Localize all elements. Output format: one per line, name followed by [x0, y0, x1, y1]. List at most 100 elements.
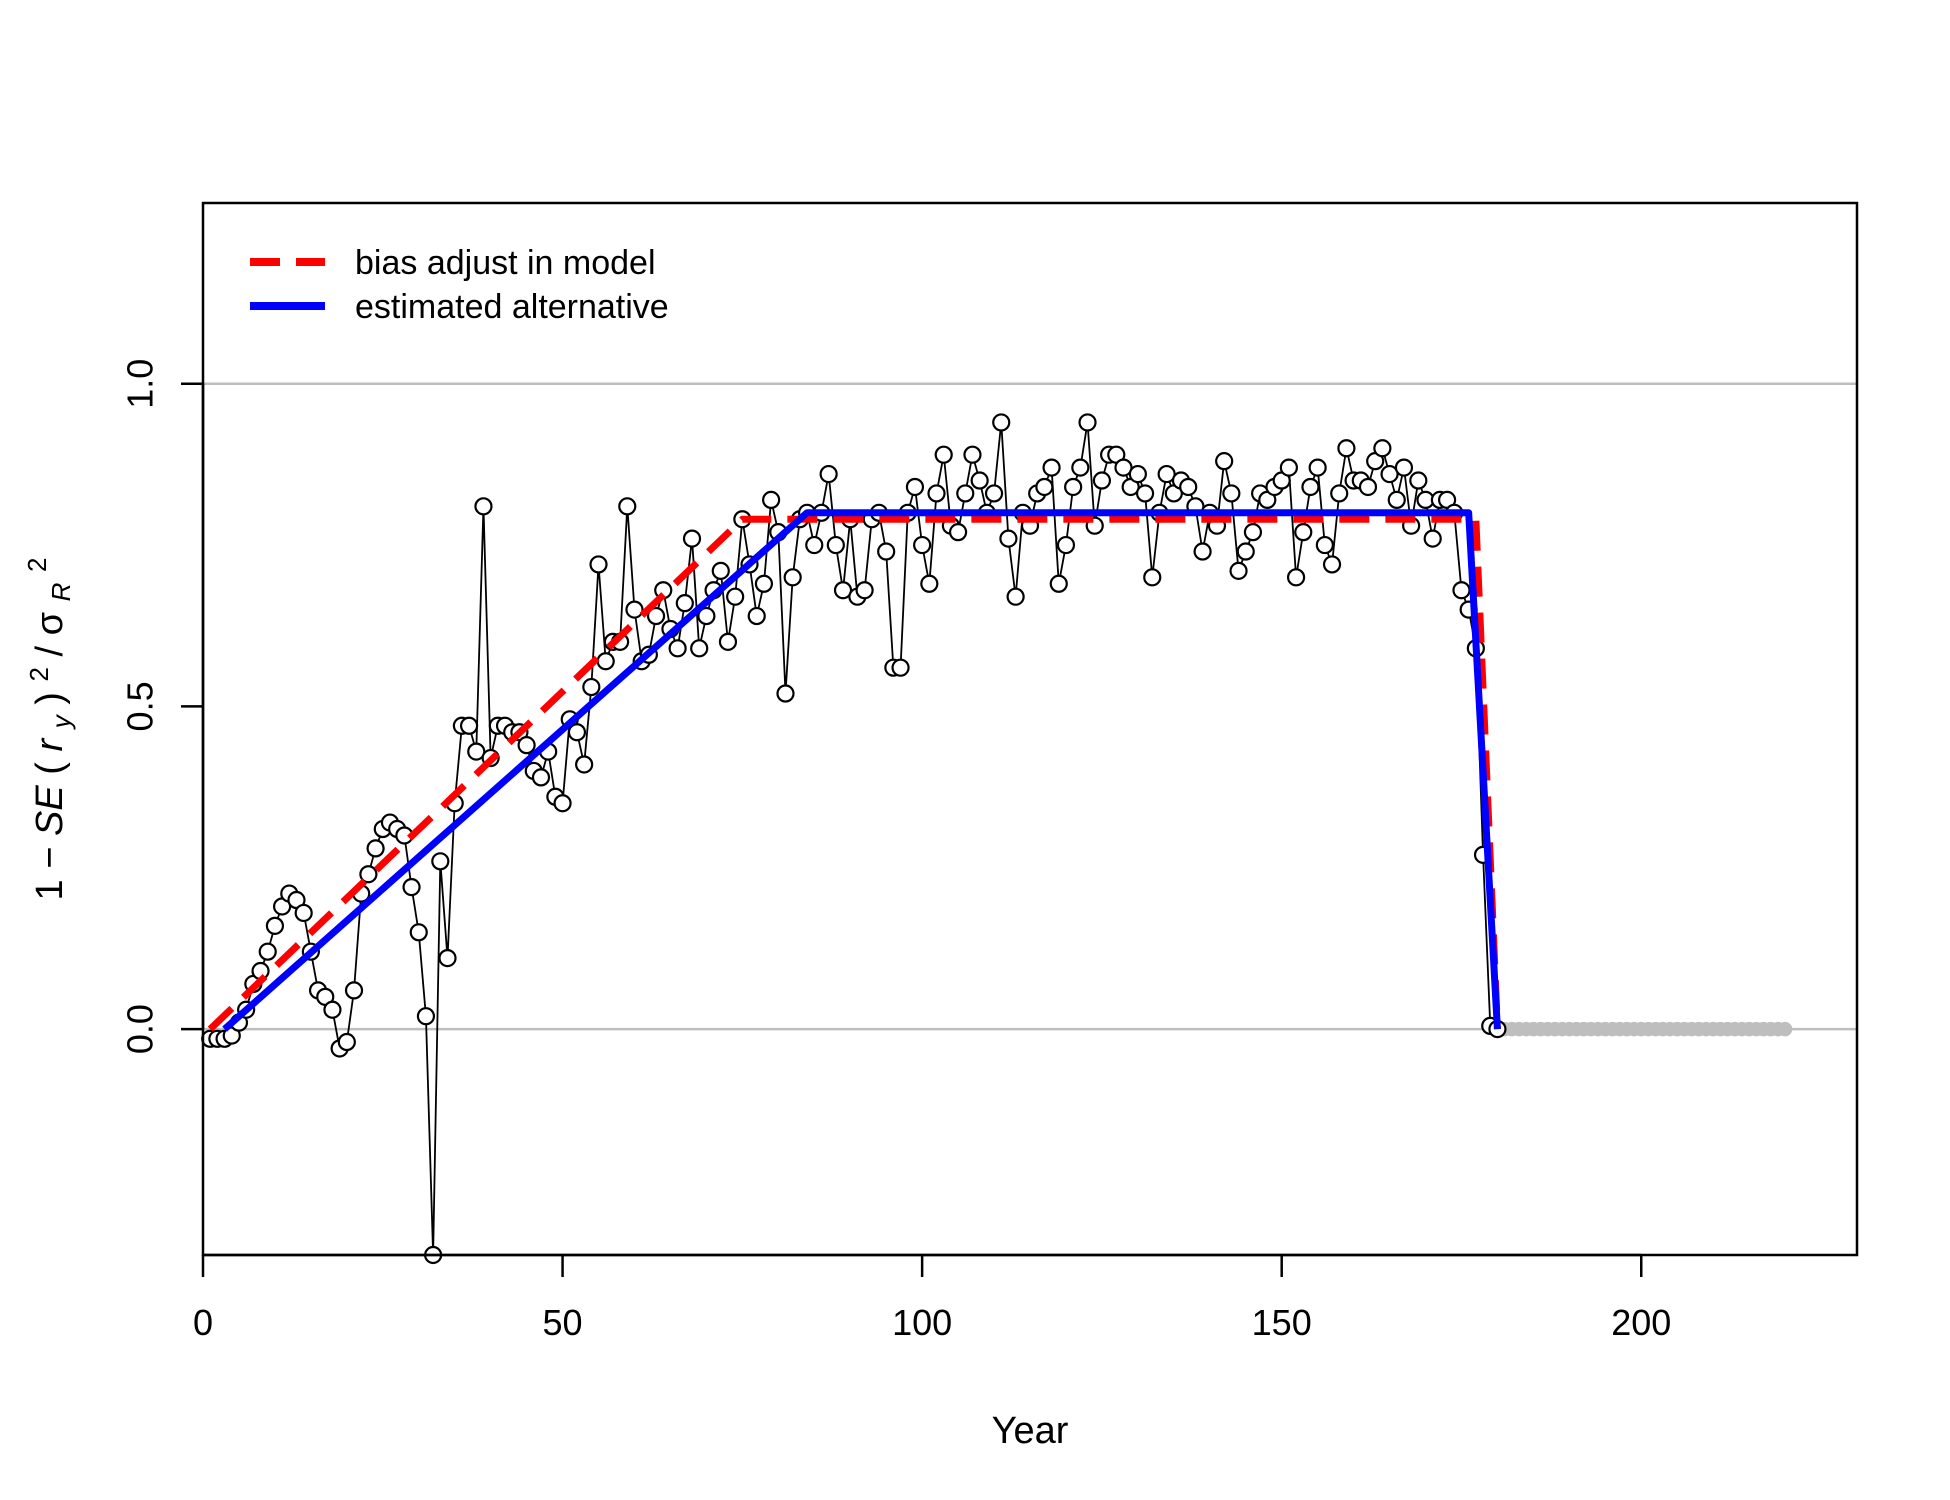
ylabel-open-paren: ( — [29, 762, 71, 775]
data-point — [762, 490, 781, 509]
data-point — [891, 658, 910, 677]
data-point — [726, 587, 745, 606]
series-lines — [207, 509, 1501, 1032]
projection-point — [1619, 1021, 1635, 1037]
projection-point — [1749, 1021, 1764, 1037]
data-point — [1179, 477, 1198, 497]
projection-point — [1634, 1021, 1649, 1037]
data-point — [1092, 471, 1112, 490]
data-point — [416, 1007, 436, 1026]
data-point — [1452, 581, 1471, 600]
data-point — [409, 923, 428, 942]
data-point — [956, 484, 975, 503]
y-tick-label: 0.0 — [120, 1004, 161, 1054]
data-point — [675, 594, 694, 613]
data-point — [776, 684, 795, 703]
data-point — [265, 916, 285, 935]
data-point — [1358, 477, 1378, 497]
data-point — [1128, 464, 1147, 484]
projection-point — [1576, 1021, 1591, 1037]
data-point — [1229, 561, 1248, 580]
data-point — [567, 723, 587, 742]
projection-point — [1526, 1021, 1541, 1037]
projection-point — [1540, 1021, 1556, 1037]
projection-point — [1741, 1021, 1757, 1037]
projection-point — [1554, 1021, 1570, 1037]
data-point — [294, 903, 313, 923]
data-point — [596, 652, 615, 671]
data-point — [1423, 529, 1442, 548]
projection-point — [1705, 1021, 1721, 1037]
projection-point — [1713, 1021, 1728, 1037]
data-point — [344, 981, 364, 1000]
projection-point — [1691, 1021, 1707, 1037]
data-point — [646, 606, 666, 626]
data-point — [984, 484, 1004, 503]
x-axis-title: Year — [992, 1410, 1069, 1452]
projection-point — [1669, 1021, 1685, 1037]
data-point — [1286, 568, 1306, 587]
data-point — [517, 736, 536, 755]
projection-point — [1777, 1021, 1793, 1037]
data-point — [1294, 523, 1313, 542]
projection-point — [1677, 1021, 1692, 1037]
data-point — [1222, 484, 1241, 503]
legend: bias adjust in model estimated alternativ… — [250, 244, 669, 326]
projection-point — [1770, 1021, 1786, 1037]
data-point — [682, 529, 702, 548]
plot-frame — [201, 201, 1859, 1257]
data-point — [999, 529, 1018, 548]
data-point — [1049, 574, 1068, 593]
data-point — [934, 445, 953, 464]
y-axis-title: 1 − SE ( r y ) 2 / σ R 2 — [15, 558, 79, 901]
projection-point — [1641, 1021, 1656, 1037]
projection-point — [1583, 1021, 1599, 1037]
x-tick-label: 100 — [892, 1302, 952, 1343]
data-point — [819, 464, 838, 484]
ylabel-squared-2: 2 — [22, 558, 52, 572]
data-point — [531, 768, 551, 787]
projection-point — [1662, 1021, 1678, 1037]
data-point — [1056, 535, 1076, 555]
data-point — [459, 716, 479, 735]
ylabel-sub-r: R — [46, 583, 76, 602]
data-point — [1301, 477, 1320, 497]
data-point — [877, 542, 896, 561]
projection-point — [1763, 1021, 1778, 1037]
data-point — [1071, 458, 1090, 477]
projection-points — [1497, 1021, 1793, 1037]
data-point — [1243, 523, 1263, 542]
data-point — [575, 755, 594, 774]
x-tick-label: 0 — [193, 1302, 213, 1343]
y-tick-label: 1.0 — [120, 359, 161, 409]
ylabel-slash: / — [29, 645, 71, 656]
data-point — [1064, 477, 1083, 497]
observation-points — [201, 413, 1507, 1265]
projection-point — [1655, 1021, 1671, 1037]
data-point — [1308, 458, 1327, 477]
data-point — [927, 484, 946, 503]
data-point — [474, 497, 493, 516]
data-point — [1330, 484, 1349, 503]
data-point — [337, 1032, 356, 1052]
data-point — [553, 794, 572, 813]
projection-point — [1734, 1021, 1750, 1037]
data-point — [589, 555, 608, 574]
y-axis: 0.0 0.5 1.0 — [120, 359, 205, 1054]
data-point — [697, 606, 716, 626]
data-point — [1078, 413, 1097, 432]
data-point — [1409, 471, 1428, 490]
data-point — [1193, 542, 1212, 561]
data-point — [1143, 568, 1162, 587]
data-point — [1394, 458, 1414, 477]
data-point — [1387, 490, 1406, 509]
projection-point — [1698, 1021, 1714, 1037]
projection-point — [1648, 1021, 1663, 1037]
data-point — [1042, 458, 1061, 477]
ylabel-one: 1 — [29, 879, 71, 900]
ylabel-minus: − — [29, 847, 71, 869]
data-point — [1373, 439, 1392, 458]
ylabel-close-paren: ) — [29, 692, 71, 705]
data-point — [323, 1000, 342, 1019]
data-point — [668, 639, 687, 658]
